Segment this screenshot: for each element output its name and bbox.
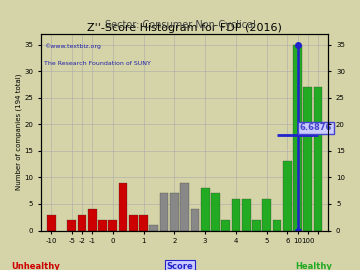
Bar	[78, 215, 86, 231]
Text: Sector: Consumer Non-Cyclical: Sector: Consumer Non-Cyclical	[104, 20, 256, 30]
Text: The Research Foundation of SUNY: The Research Foundation of SUNY	[44, 61, 151, 66]
Bar	[139, 215, 148, 231]
Bar	[170, 193, 179, 231]
Bar	[314, 87, 323, 231]
Y-axis label: Number of companies (194 total): Number of companies (194 total)	[15, 74, 22, 190]
Bar	[129, 215, 138, 231]
Bar	[149, 225, 158, 231]
Bar	[211, 193, 220, 231]
Bar	[262, 199, 271, 231]
Bar	[108, 220, 117, 231]
Text: Healthy: Healthy	[295, 262, 332, 270]
Title: Z''-Score Histogram for FDP (2016): Z''-Score Histogram for FDP (2016)	[87, 23, 282, 33]
Bar	[273, 220, 282, 231]
Text: ©www.textbiz.org: ©www.textbiz.org	[44, 44, 101, 49]
Bar	[67, 220, 76, 231]
Bar	[119, 183, 127, 231]
Bar	[201, 188, 210, 231]
Bar	[47, 215, 55, 231]
Text: Unhealthy: Unhealthy	[12, 262, 60, 270]
Bar	[252, 220, 261, 231]
Bar	[88, 209, 96, 231]
Bar	[180, 183, 189, 231]
Bar	[190, 209, 199, 231]
Bar	[98, 220, 107, 231]
Bar	[231, 199, 240, 231]
Bar	[303, 87, 312, 231]
Bar	[293, 45, 302, 231]
Bar	[160, 193, 168, 231]
Bar	[283, 161, 292, 231]
Bar	[221, 220, 230, 231]
Bar	[242, 199, 251, 231]
Text: 6.6876: 6.6876	[300, 123, 332, 132]
Text: Score: Score	[167, 262, 193, 270]
